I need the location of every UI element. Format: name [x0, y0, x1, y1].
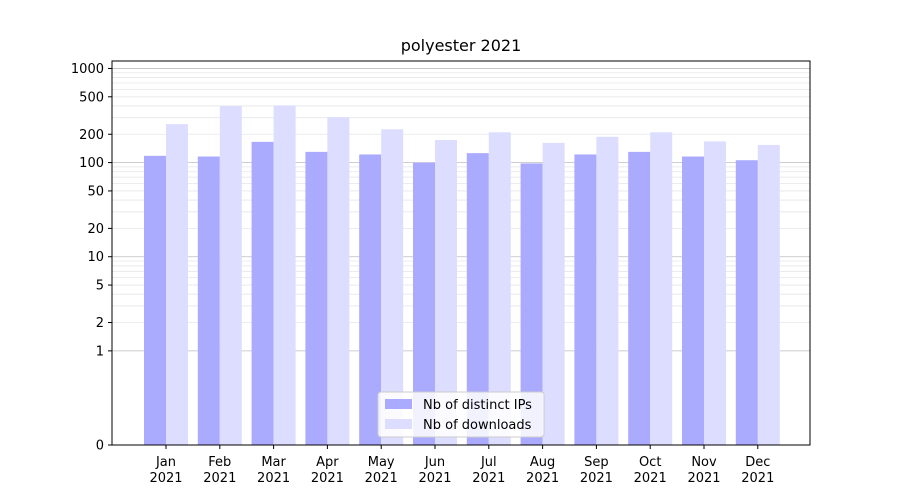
bar-distinct-ips	[735, 160, 758, 445]
y-tick-label: 1	[96, 344, 104, 359]
bar-downloads	[166, 124, 188, 445]
legend-box	[377, 391, 545, 438]
x-tick-label-month: Jan	[155, 455, 176, 470]
x-tick-label-month: Aug	[530, 455, 555, 470]
bar-downloads	[542, 142, 565, 445]
bar-distinct-ips	[628, 151, 651, 446]
y-tick-label: 2	[96, 316, 104, 331]
x-tick-label-year: 2021	[634, 471, 667, 486]
x-tick-label-year: 2021	[741, 471, 774, 486]
legend-swatch	[385, 399, 412, 409]
x-tick-label-month: Jul	[480, 455, 497, 470]
y-tick-label: 100	[79, 156, 104, 171]
bar-distinct-ips	[682, 156, 704, 446]
y-tick-label: 20	[87, 222, 104, 237]
x-tick-label-year: 2021	[203, 471, 236, 486]
bar-downloads	[219, 106, 242, 445]
bar-downloads	[488, 132, 511, 445]
x-tick-label-year: 2021	[687, 471, 720, 486]
bar-downloads	[435, 139, 457, 445]
y-tick-label: 5	[96, 279, 104, 294]
x-tick-label-year: 2021	[365, 471, 398, 486]
axes: 01251020501002005001000Jan2021Feb2021Mar…	[71, 60, 811, 486]
bar-downloads	[704, 141, 726, 445]
plot-frame	[111, 60, 811, 446]
bar-distinct-ips	[466, 153, 489, 445]
chart-title: polyester 2021	[401, 36, 522, 55]
legend-swatch	[385, 419, 412, 429]
bar-downloads	[650, 132, 673, 445]
y-tick-label: 1000	[71, 62, 104, 77]
bar-downloads	[757, 144, 780, 445]
bar-distinct-ips	[305, 151, 328, 446]
y-tick-label: 500	[79, 90, 104, 105]
bar-distinct-ips	[144, 155, 166, 445]
bar-downloads	[273, 105, 296, 445]
x-tick-label-year: 2021	[257, 471, 290, 486]
x-tick-label-month: Oct	[639, 455, 661, 470]
bar-downloads	[596, 136, 619, 446]
x-tick-label-month: Mar	[261, 455, 286, 470]
x-tick-label-month: May	[368, 455, 395, 470]
x-tick-label-year: 2021	[311, 471, 344, 486]
bar-distinct-ips	[251, 141, 274, 445]
x-tick-label-year: 2021	[418, 471, 451, 486]
bar-downloads	[381, 129, 404, 445]
x-tick-label-month: Jun	[424, 455, 445, 470]
y-tick-label: 10	[87, 250, 104, 265]
bar-distinct-ips	[359, 154, 382, 446]
legend-label: Nb of distinct IPs	[423, 398, 532, 413]
x-tick-label-month: Feb	[208, 455, 231, 470]
x-tick-label-month: Nov	[691, 455, 717, 470]
x-tick-label-year: 2021	[149, 471, 182, 486]
bars	[144, 105, 780, 446]
bar-distinct-ips	[574, 154, 597, 446]
bar-distinct-ips	[520, 163, 543, 446]
bar-distinct-ips	[197, 156, 220, 446]
x-tick-label-year: 2021	[472, 471, 505, 486]
y-tick-label: 50	[87, 184, 104, 199]
x-tick-label-month: Dec	[745, 455, 770, 470]
y-tick-label: 0	[96, 439, 104, 454]
x-tick-label-year: 2021	[526, 471, 559, 486]
legend-label: Nb of downloads	[423, 418, 532, 433]
y-tick-label: 200	[79, 128, 104, 143]
legend: Nb of distinct IPs Nb of downloads	[377, 391, 545, 438]
x-tick-label-month: Sep	[584, 455, 609, 470]
bar-distinct-ips	[413, 162, 435, 445]
x-tick-label-year: 2021	[580, 471, 613, 486]
bar-downloads	[327, 117, 350, 445]
x-tick-label-month: Apr	[316, 455, 339, 470]
